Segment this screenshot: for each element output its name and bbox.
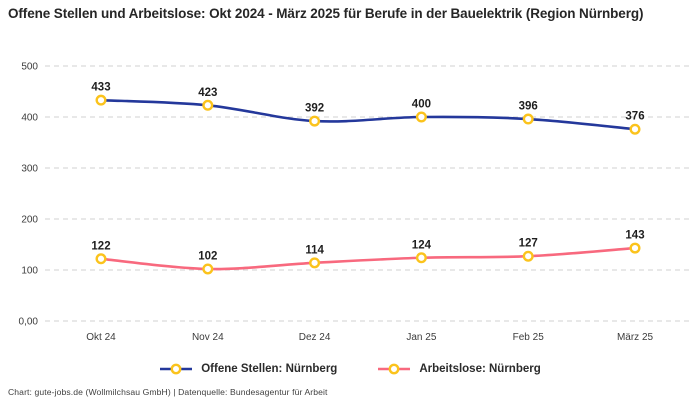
data-point-marker[interactable] — [522, 250, 534, 262]
legend-label-offene-stellen: Offene Stellen: Nürnberg — [201, 363, 338, 375]
data-point-label: 102 — [198, 250, 217, 262]
data-point-label: 122 — [91, 240, 110, 252]
data-point-label: 396 — [519, 101, 538, 113]
y-tick-label: 400 — [21, 113, 38, 124]
x-tick-label: Okt 24 — [86, 332, 116, 343]
x-tick-label: Feb 25 — [513, 332, 545, 343]
attribution-text: Chart: gute-jobs.de (Wollmilchsau GmbH) … — [8, 387, 328, 397]
data-point-marker[interactable] — [95, 94, 107, 106]
data-point-marker[interactable] — [309, 257, 321, 269]
data-point-marker[interactable] — [95, 253, 107, 265]
data-point-marker[interactable] — [629, 123, 641, 135]
data-point-marker[interactable] — [202, 263, 214, 275]
data-point-marker[interactable] — [415, 252, 427, 264]
data-point-label: 392 — [305, 103, 324, 115]
data-point-marker[interactable] — [629, 242, 641, 254]
legend-label-arbeitslose: Arbeitslose: Nürnberg — [419, 363, 541, 375]
legend-swatch-offene-stellen-icon — [160, 363, 193, 375]
data-point-marker[interactable] — [309, 115, 321, 127]
data-point-label: 143 — [625, 230, 644, 242]
y-tick-label: 200 — [21, 215, 38, 226]
legend: Offene Stellen: Nürnberg Arbeitslose: Nü… — [0, 358, 700, 380]
data-point-label: 124 — [412, 239, 432, 251]
legend-item-offene-stellen[interactable]: Offene Stellen: Nürnberg — [159, 363, 337, 375]
legend-swatch-arbeitslose-icon — [378, 363, 411, 375]
x-tick-label: Jan 25 — [406, 332, 436, 343]
y-tick-label: 0,00 — [19, 317, 39, 328]
data-point-label: 423 — [198, 87, 217, 99]
series-line — [99, 246, 637, 271]
x-tick-label: März 25 — [617, 332, 654, 343]
data-point-label: 400 — [412, 99, 431, 111]
data-point-marker[interactable] — [202, 99, 214, 111]
x-tick-label: Nov 24 — [192, 332, 224, 343]
y-tick-label: 300 — [21, 164, 38, 175]
data-point-label: 376 — [625, 111, 644, 123]
series-line — [99, 98, 637, 131]
data-point-marker[interactable] — [415, 111, 427, 123]
x-tick-label: Dez 24 — [299, 332, 331, 343]
data-point-label: 114 — [305, 244, 324, 256]
y-tick-label: 500 — [21, 62, 38, 73]
data-point-label: 127 — [519, 238, 538, 250]
data-point-label: 433 — [91, 82, 110, 94]
data-point-marker[interactable] — [522, 113, 534, 125]
legend-item-arbeitslose[interactable]: Arbeitslose: Nürnberg — [377, 363, 541, 375]
chart-title: Offene Stellen und Arbeitslose: Okt 2024… — [8, 6, 644, 21]
y-tick-label: 100 — [21, 266, 38, 277]
